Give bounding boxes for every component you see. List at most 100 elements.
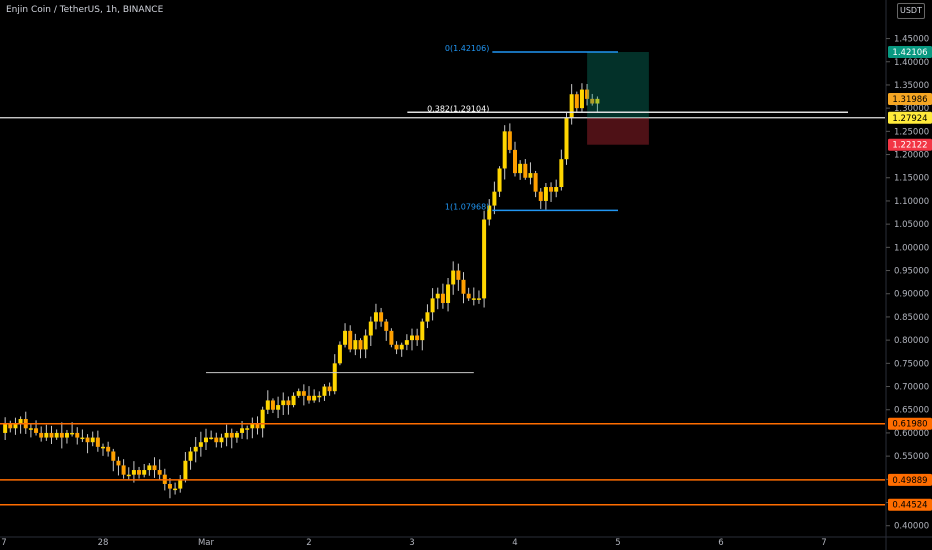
- price-tick-label: 0.60000: [894, 429, 929, 439]
- candle-body: [281, 400, 286, 406]
- price-tick-label: 1.45000: [894, 35, 929, 45]
- candle-body: [131, 470, 136, 475]
- drawings-layer[interactable]: 0(1.42106) 0.382(1.29104) 1(1.07968): [0, 44, 885, 506]
- position-stop-zone[interactable]: [587, 117, 649, 145]
- candle-body: [167, 483, 172, 489]
- price-tick-label: 0.95000: [894, 267, 929, 277]
- price-tag-label: 1.31986: [892, 95, 927, 105]
- candle-body: [142, 470, 147, 475]
- candle-body: [569, 94, 574, 118]
- candle-body: [410, 335, 414, 341]
- candle-body: [28, 428, 33, 430]
- candle-body: [307, 395, 311, 401]
- candle-body: [95, 437, 100, 447]
- candle-body: [301, 391, 306, 396]
- candle-body: [8, 423, 13, 429]
- candle-body: [513, 149, 517, 174]
- candle-body: [214, 437, 219, 443]
- candle-body: [126, 474, 131, 477]
- price-tick-label: 1.00000: [894, 243, 929, 253]
- time-tick-label: 28: [98, 538, 109, 548]
- candle-body: [193, 446, 198, 452]
- time-axis[interactable]: 7 28 Mar 2 3 4 5 6 7: [0, 536, 932, 548]
- candle-body: [312, 395, 317, 401]
- candle-body: [240, 428, 245, 433]
- candle-body: [209, 437, 214, 440]
- candle-body: [404, 340, 409, 345]
- candles-layer: [3, 83, 600, 499]
- price-tick-label: 0.55000: [894, 452, 929, 462]
- candle-body: [368, 321, 373, 336]
- candle-body: [348, 330, 353, 350]
- candle-body: [451, 270, 456, 285]
- candle-body: [528, 173, 533, 178]
- candle-body: [178, 479, 183, 489]
- candle-body: [245, 428, 250, 430]
- price-tick-label: 0.80000: [894, 336, 929, 346]
- price-tick-label: 0.90000: [894, 290, 929, 300]
- time-tick-label: Mar: [198, 538, 215, 548]
- price-tag-label: 0.49889: [892, 476, 927, 486]
- candle-body: [3, 423, 8, 433]
- candle-body: [157, 470, 162, 475]
- candle-body: [219, 437, 224, 443]
- time-tick-label: 7: [821, 538, 826, 548]
- candle-body: [183, 460, 188, 480]
- price-tick-label: 0.65000: [894, 406, 929, 416]
- price-tag-label: 0.61980: [892, 420, 927, 430]
- price-tick-label: 1.40000: [894, 58, 929, 68]
- candle-body: [111, 451, 116, 461]
- candle-body: [34, 428, 39, 433]
- price-tag-box: [888, 138, 932, 151]
- candle-body: [322, 386, 327, 396]
- price-tick-label: 0.70000: [894, 383, 929, 393]
- candle-body: [276, 405, 281, 410]
- candle-body: [585, 89, 590, 99]
- candle-body: [291, 395, 296, 406]
- candle-body: [497, 168, 502, 192]
- candle-body: [440, 293, 445, 304]
- price-tick-label: 1.30000: [894, 104, 929, 114]
- time-tick-label: 2: [306, 538, 311, 548]
- candle-body: [595, 98, 600, 104]
- candle-body: [260, 409, 265, 429]
- candle-body: [590, 98, 595, 104]
- candle-body: [85, 437, 90, 443]
- candle-body: [507, 131, 512, 150]
- candle-body: [353, 340, 358, 350]
- candle-body: [224, 432, 229, 438]
- time-tick-label: 5: [615, 538, 620, 548]
- candle-body: [466, 293, 471, 299]
- fib-level-label: 0.382(1.29104): [427, 104, 489, 113]
- price-tick-label: 1.10000: [894, 197, 929, 207]
- price-tag-box: [888, 45, 932, 58]
- position-target-zone[interactable]: [587, 51, 649, 118]
- candle-body: [64, 432, 69, 438]
- candle-body: [482, 219, 487, 299]
- fib-level-label: 0(1.42106): [445, 44, 489, 53]
- price-tick-label: 1.35000: [894, 81, 929, 91]
- candle-body: [54, 432, 59, 438]
- candle-body: [384, 321, 389, 331]
- price-tag-label: 1.27924: [892, 114, 927, 124]
- candle-body: [101, 446, 105, 449]
- price-tick-label: 0.85000: [894, 313, 929, 323]
- candle-body: [549, 187, 554, 192]
- candle-body: [70, 432, 75, 435]
- candle-body: [296, 391, 301, 396]
- currency-button[interactable]: USDT: [897, 3, 925, 19]
- time-tick-label: 3: [409, 538, 414, 548]
- candle-body: [234, 432, 239, 438]
- candle-body: [430, 298, 435, 313]
- candle-body: [358, 340, 363, 350]
- candle-body: [44, 432, 49, 438]
- candle-body: [116, 460, 121, 466]
- candle-body: [502, 131, 507, 169]
- candle-body: [394, 344, 399, 350]
- candle-body: [425, 312, 430, 322]
- price-tags: 1.42106 1.31986 1.27924 1.22122 0.61980 0.498…: [888, 45, 932, 511]
- candle-body: [538, 191, 543, 201]
- candle-body: [152, 465, 157, 471]
- candle-body: [471, 298, 476, 300]
